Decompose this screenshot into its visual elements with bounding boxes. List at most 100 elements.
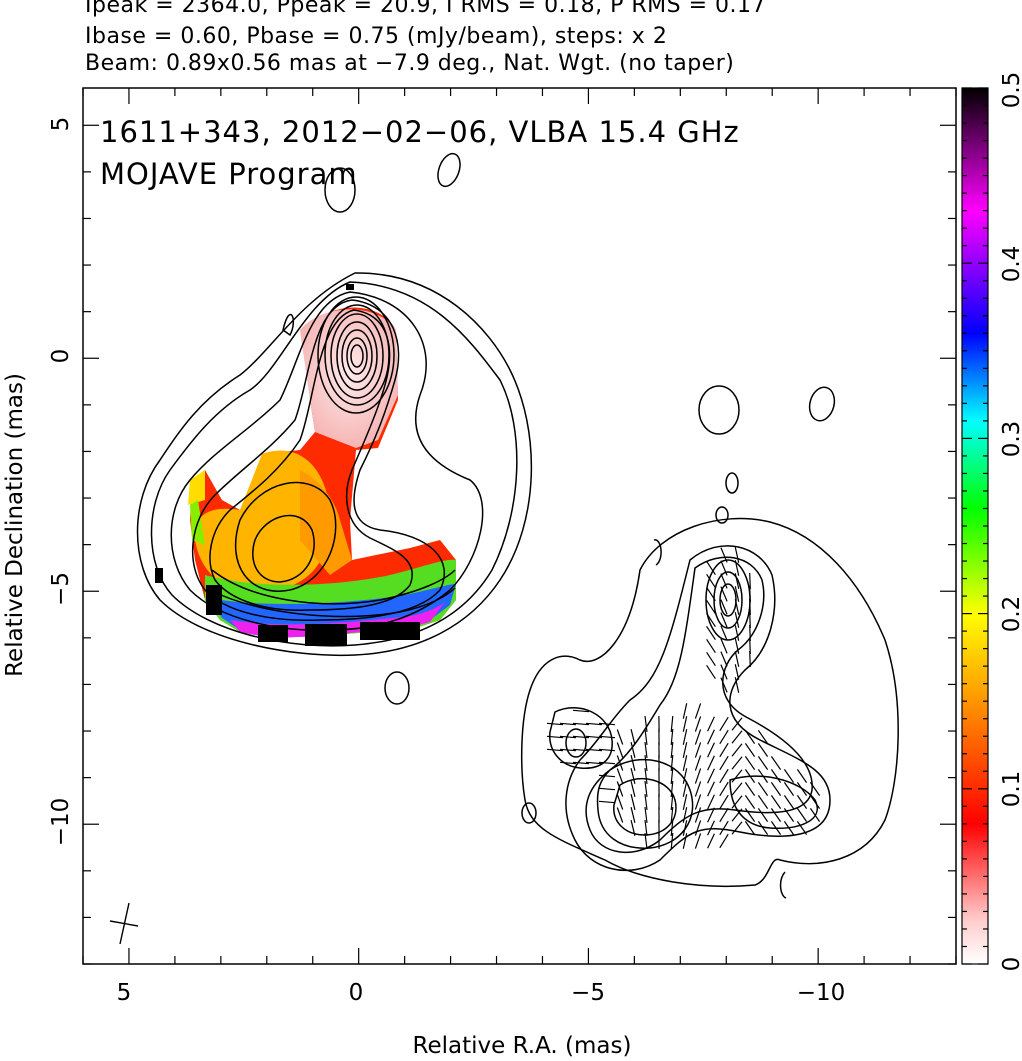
evpa-vector [731, 717, 743, 731]
evpa-vector [682, 755, 688, 771]
colorbar-tick-labels: 0 0.1 0.2 0.3 0.4 0.5 [999, 72, 1022, 972]
evpa-vector [670, 767, 674, 785]
evpa-vector [720, 573, 728, 589]
evpa-vector [682, 742, 688, 758]
evpa-vector [559, 761, 577, 765]
evpa-vector [770, 808, 782, 822]
evpa-vector [585, 735, 603, 739]
evpa-vector [706, 560, 716, 576]
evpa-vector [682, 807, 688, 823]
evpa-vector [770, 769, 782, 783]
evpa-vector [572, 722, 590, 726]
evpa-vector [559, 748, 577, 752]
x-axis-label: Relative R.A. (mas) [413, 1033, 632, 1059]
evpa-vector [734, 599, 740, 615]
header-line-beam: Beam: 0.89x0.56 mas at −7.9 deg., Nat. W… [85, 51, 735, 76]
evpa-vector [749, 650, 751, 668]
polarized-contours [521, 385, 899, 899]
evpa-vector [720, 586, 728, 602]
evpa-vector [644, 820, 648, 836]
evpa-vector [731, 782, 743, 796]
evpa-vector [734, 677, 740, 693]
evpa-vector [670, 780, 674, 798]
colorbar-tick-label: 0.4 [999, 246, 1022, 283]
evpa-vector [707, 729, 715, 745]
evpa-vector [731, 730, 743, 744]
evpa-vector [719, 729, 729, 745]
evpa-vector [630, 768, 636, 784]
axis-ticks [82, 88, 957, 965]
evpa-vector [616, 781, 624, 797]
evpa-vector [644, 794, 648, 810]
evpa-vector [731, 808, 743, 822]
header-line-base: Ibase = 0.60, Pbase = 0.75 (mJy/beam), s… [85, 24, 668, 49]
evpa-vector [719, 768, 729, 784]
evpa-vector [770, 821, 782, 835]
evpa-vector [719, 742, 729, 758]
evpa-vector [796, 769, 808, 783]
evpa-vector [630, 807, 636, 823]
evpa-vector [598, 787, 616, 791]
evpa-vector [706, 638, 716, 654]
evpa-vector [644, 781, 648, 797]
evpa-vector [731, 795, 743, 809]
evpa-vector [598, 748, 616, 752]
evpa-vector [706, 612, 716, 628]
evpa-vector [706, 664, 716, 680]
evpa-vector [734, 586, 740, 602]
evpa-vector [694, 703, 702, 719]
evpa-vector [644, 833, 648, 849]
evpa-vector [720, 547, 728, 563]
evpa-vector [585, 722, 603, 726]
evpa-vector [670, 754, 674, 772]
evpa-vector [744, 756, 756, 770]
evpa-vector [598, 761, 616, 765]
evpa-vector [694, 807, 702, 823]
evpa-vector [796, 821, 808, 835]
evpa-vector [644, 807, 648, 823]
evpa-vectors [546, 547, 821, 850]
y-tick-label: −10 [48, 798, 74, 847]
evpa-vector [616, 742, 624, 758]
header-line-peak: Ipeak = 2364.0, Ppeak = 20.9, I RMS = 0.… [85, 0, 766, 18]
evpa-vector [630, 820, 636, 836]
evpa-vector [598, 735, 616, 739]
evpa-vector [744, 808, 756, 822]
evpa-vector [707, 716, 715, 732]
evpa-vector [572, 748, 590, 752]
evpa-vector [734, 547, 740, 563]
evpa-vector [770, 756, 782, 770]
evpa-vector [694, 716, 702, 732]
evpa-vector [682, 794, 688, 810]
evpa-vector [630, 729, 636, 745]
evpa-vector [707, 768, 715, 784]
evpa-vector [720, 560, 728, 576]
evpa-vector [757, 795, 769, 809]
evpa-vector [757, 743, 769, 757]
evpa-vector [719, 794, 729, 810]
evpa-vector [731, 756, 743, 770]
evpa-vector [694, 781, 702, 797]
evpa-vector [783, 795, 795, 809]
program-annotation: MOJAVE Program [100, 157, 358, 191]
evpa-vector [757, 756, 769, 770]
evpa-vector [719, 807, 729, 823]
evpa-vector [644, 768, 648, 784]
evpa-vector [694, 742, 702, 758]
evpa-vector [783, 821, 795, 835]
evpa-vector [694, 833, 702, 849]
evpa-vector [744, 743, 756, 757]
evpa-vector [644, 729, 648, 745]
evpa-vector [770, 795, 782, 809]
evpa-vector [734, 625, 740, 641]
evpa-vector [719, 833, 729, 849]
evpa-vector [783, 808, 795, 822]
x-tick-label: −10 [797, 980, 846, 1006]
evpa-vector [682, 729, 688, 745]
beam-marker [109, 902, 139, 945]
evpa-vector [706, 599, 716, 615]
evpa-vector [670, 715, 674, 733]
colorbar-tick-label: 0.1 [999, 771, 1022, 808]
evpa-vector [644, 716, 648, 732]
